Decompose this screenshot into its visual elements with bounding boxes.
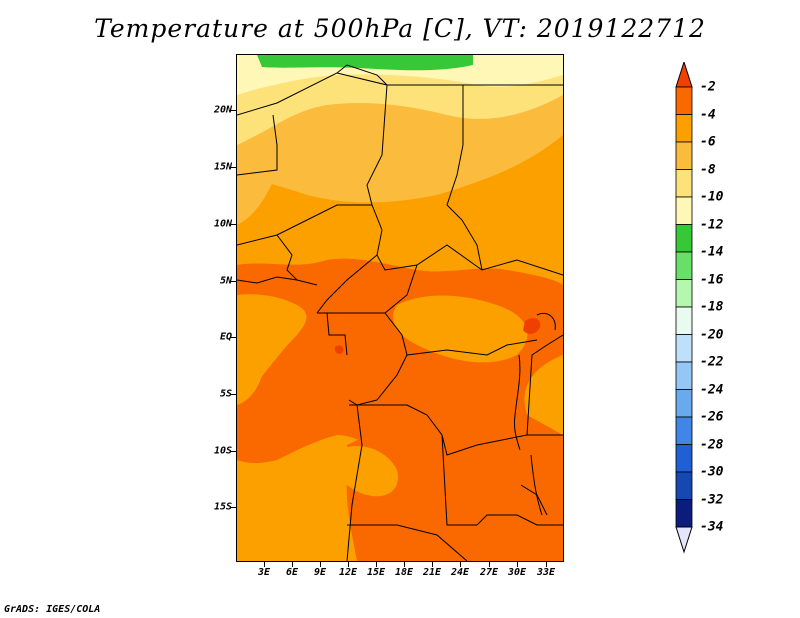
colorbar-label: -14 bbox=[700, 244, 724, 260]
lat-label-eq: EQ bbox=[219, 331, 232, 343]
temp-band-4-south bbox=[346, 426, 563, 561]
lat-label-10n: 10N bbox=[213, 218, 232, 230]
colorbar-bottom-triangle bbox=[675, 526, 693, 554]
colorbar-box bbox=[675, 361, 693, 390]
colorbar-box bbox=[675, 389, 693, 418]
lon-label-33e: 33E bbox=[536, 567, 556, 578]
lat-tick bbox=[230, 167, 236, 168]
lat-tick bbox=[230, 281, 236, 282]
lon-tick bbox=[404, 562, 405, 567]
lat-label-15n: 15N bbox=[213, 161, 232, 173]
colorbar-box bbox=[675, 169, 693, 198]
colorbar-box bbox=[675, 499, 693, 528]
temp-band-6-inner-a bbox=[393, 295, 528, 363]
lon-tick bbox=[320, 562, 321, 567]
lat-tick bbox=[230, 451, 236, 452]
colorbar-label: -20 bbox=[700, 327, 724, 342]
lon-label-6e: 6E bbox=[285, 567, 299, 578]
lon-tick bbox=[546, 562, 547, 567]
lon-tick bbox=[460, 562, 461, 567]
colorbar-legend: -2 -4 -6 -8 -10 -12 -14 -16 -18 -20 -22 -24 -26 -28 -3… bbox=[672, 62, 742, 562]
colorbar-label: -10 bbox=[700, 189, 724, 205]
colorbar-box bbox=[675, 114, 693, 143]
lat-tick bbox=[230, 394, 236, 395]
lon-label-15e: 15E bbox=[366, 567, 386, 578]
colorbar-box bbox=[675, 224, 693, 253]
chart-title: Temperature at 500hPa [C], VT: 201912271… bbox=[94, 14, 706, 43]
colorbar-label: -28 bbox=[700, 437, 724, 452]
lon-tick bbox=[348, 562, 349, 567]
lat-tick bbox=[230, 224, 236, 225]
colorbar-label: -22 bbox=[700, 354, 724, 370]
lon-label-30e: 30E bbox=[507, 567, 527, 578]
colorbar-label: -4 bbox=[700, 107, 716, 122]
colorbar-label: -32 bbox=[700, 492, 724, 507]
lon-tick bbox=[292, 562, 293, 567]
lat-tick bbox=[230, 507, 236, 508]
temp-band-6-inner-b bbox=[237, 323, 268, 405]
colorbar-label: -12 bbox=[700, 217, 724, 232]
colorbar-label: -24 bbox=[700, 382, 724, 397]
temp-band-2-a bbox=[523, 318, 541, 334]
colorbar-box bbox=[675, 306, 693, 335]
lon-tick bbox=[489, 562, 490, 567]
colorbar-label: -6 bbox=[700, 134, 716, 150]
lat-tick bbox=[230, 110, 236, 111]
lon-tick bbox=[264, 562, 265, 567]
lon-label-21e: 21E bbox=[422, 567, 442, 578]
lon-label-27e: 27E bbox=[479, 567, 499, 578]
temp-band-14 bbox=[257, 55, 473, 71]
colorbar-box bbox=[675, 251, 693, 280]
lon-label-9e: 9E bbox=[313, 567, 327, 578]
temp-band-8-west bbox=[237, 165, 277, 225]
lat-tick bbox=[230, 337, 236, 338]
colorbar-label: -8 bbox=[700, 162, 716, 177]
map-panel bbox=[236, 54, 564, 562]
colorbar-top-triangle bbox=[675, 62, 693, 88]
colorbar-box bbox=[675, 141, 693, 170]
lon-tick bbox=[432, 562, 433, 567]
lake-outlines bbox=[514, 312, 556, 516]
colorbar-label: -26 bbox=[700, 409, 724, 425]
lat-label-10s: 10S bbox=[213, 445, 232, 457]
lon-label-3e: 3E bbox=[257, 567, 271, 578]
lon-label-24e: 24E bbox=[450, 567, 470, 578]
lat-label-20n: 20N bbox=[213, 104, 232, 116]
lon-label-18e: 18E bbox=[394, 567, 414, 578]
temp-band-6-inner-c bbox=[336, 446, 398, 497]
lon-tick bbox=[517, 562, 518, 567]
colorbar-box bbox=[675, 279, 693, 308]
colorbar-box bbox=[675, 471, 693, 500]
colorbar-label: -34 bbox=[700, 519, 724, 535]
colorbar-svg bbox=[675, 62, 693, 554]
lon-label-12e: 12E bbox=[338, 567, 358, 578]
colorbar-box bbox=[675, 444, 693, 473]
country-borders bbox=[237, 64, 563, 561]
lon-tick bbox=[376, 562, 377, 567]
colorbar-box bbox=[675, 86, 693, 115]
colorbar-label: -18 bbox=[700, 299, 724, 315]
colorbar-box bbox=[675, 196, 693, 225]
colorbar-label: -30 bbox=[700, 464, 724, 480]
colorbar-label: -16 bbox=[700, 272, 724, 287]
lat-label-5n: 5N bbox=[219, 275, 232, 287]
footer-credit: GrADS: IGES/COLA bbox=[4, 604, 101, 615]
lat-label-15s: 15S bbox=[213, 501, 232, 513]
colorbar-label: -2 bbox=[700, 79, 716, 95]
lat-label-5s: 5S bbox=[219, 388, 232, 400]
temp-band-2-b bbox=[334, 345, 344, 355]
colorbar-box bbox=[675, 416, 693, 445]
colorbar-box bbox=[675, 334, 693, 363]
